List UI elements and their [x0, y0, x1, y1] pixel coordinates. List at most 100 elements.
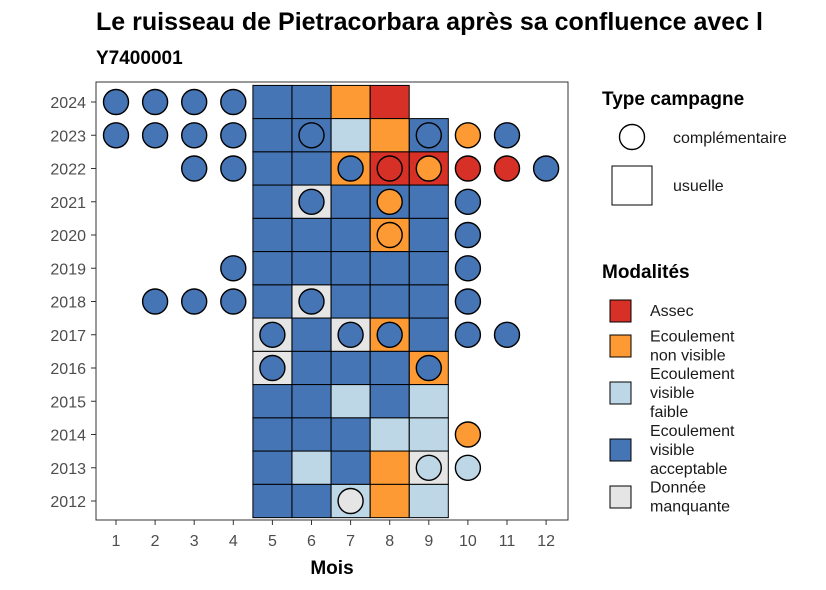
point-2018-4 — [220, 288, 247, 315]
legend-label-ecoulement_visible_acceptable: Ecoulement visible acceptable — [650, 423, 735, 478]
tile-2014-6 — [291, 417, 332, 452]
x-tick-label-1: 1 — [112, 533, 121, 550]
point-2022-3 — [180, 155, 208, 182]
tile-2020-9 — [408, 217, 449, 253]
legend-campaign-type: Type campagne complémentaire usuelle — [602, 89, 787, 206]
point-2022-10 — [454, 155, 482, 182]
point-2023-3 — [180, 122, 208, 149]
tile-2015-5 — [252, 384, 293, 419]
point-2022-8 — [376, 155, 403, 182]
y-tick-label-2021: 2021 — [50, 195, 86, 212]
point-2017-11 — [493, 321, 521, 348]
legend-key-ecoulement_visible_faible — [609, 381, 632, 405]
tile-2020-7 — [330, 217, 371, 253]
legend-circle-key — [618, 123, 646, 151]
x-tick-label-5: 5 — [268, 533, 277, 550]
y-tick-label-2020: 2020 — [50, 228, 86, 245]
point-2020-10 — [454, 221, 482, 249]
tile-2019-7 — [330, 251, 371, 286]
point-2017-5 — [259, 321, 286, 348]
x-axis: 1 2 3 4 5 6 7 8 9 10 11 12 — [112, 520, 555, 550]
tile-2014-7 — [330, 417, 371, 452]
tile-2015-9 — [408, 384, 449, 419]
point-2014-10 — [454, 421, 482, 448]
legend-label-usuelle: usuelle — [673, 178, 724, 195]
point-2018-10 — [454, 288, 482, 315]
y-tick-label-2016: 2016 — [50, 361, 86, 378]
point-2022-12 — [532, 155, 560, 182]
point-2018-3 — [180, 288, 208, 315]
point-2023-10 — [454, 122, 482, 149]
x-tick-label-12: 12 — [537, 533, 555, 550]
point-2024-3 — [180, 88, 208, 116]
point-2023-11 — [493, 122, 521, 149]
point-2017-8 — [376, 321, 403, 348]
x-tick-label-6: 6 — [307, 533, 316, 550]
tile-2021-5 — [252, 184, 293, 219]
tile-2014-5 — [252, 417, 293, 452]
tile-2024-5 — [252, 84, 293, 120]
tile-2015-6 — [291, 384, 332, 419]
tile-2023-8 — [369, 118, 410, 153]
tile-2020-5 — [252, 217, 293, 253]
point-2017-10 — [454, 321, 482, 348]
tile-2012-6 — [291, 483, 332, 519]
point-2020-8 — [376, 221, 403, 249]
tile-2013-5 — [252, 450, 293, 485]
tile-2014-9 — [408, 417, 449, 452]
tile-2022-5 — [252, 151, 293, 186]
legend-label-assec: Assec — [650, 303, 694, 320]
legend-label-complementaire: complémentaire — [673, 130, 787, 147]
tile-2018-5 — [252, 284, 293, 319]
tile-2017-6 — [291, 317, 332, 352]
legend-key-donnee_manquante — [609, 485, 632, 509]
legend-label-donnee_manquante: Donnée manquante — [650, 480, 730, 516]
point-2021-6 — [298, 188, 325, 216]
tile-2019-9 — [408, 251, 449, 286]
y-tick-label-2024: 2024 — [50, 95, 86, 112]
tile-2021-7 — [330, 184, 371, 219]
point-2022-9 — [415, 155, 442, 182]
point-2024-2 — [141, 88, 169, 116]
point-2022-11 — [493, 155, 521, 182]
point-2012-7 — [337, 487, 364, 515]
tile-2019-8 — [369, 251, 410, 286]
x-axis-title: Mois — [310, 558, 353, 579]
y-tick-label-2012: 2012 — [50, 494, 86, 511]
tile-2023-7 — [330, 118, 371, 153]
point-2018-6 — [298, 288, 325, 315]
point-2021-10 — [454, 188, 482, 216]
point-2019-4 — [220, 255, 247, 282]
tile-2018-8 — [369, 284, 410, 319]
point-2023-6 — [298, 122, 325, 149]
tile-2013-7 — [330, 450, 371, 485]
point-2016-5 — [259, 354, 286, 382]
tile-2013-8 — [369, 450, 410, 485]
tile-2018-7 — [330, 284, 371, 319]
point-2023-4 — [220, 122, 247, 149]
tile-2012-9 — [408, 483, 449, 519]
tile-2024-6 — [291, 84, 332, 120]
legend-key-assec — [609, 299, 632, 323]
tile-2017-9 — [408, 317, 449, 352]
point-2023-9 — [415, 122, 442, 149]
y-tick-label-2017: 2017 — [50, 328, 86, 345]
tile-2022-6 — [291, 151, 332, 186]
x-tick-label-8: 8 — [385, 533, 394, 550]
chart-title: Le ruisseau de Pietracorbara après sa co… — [96, 8, 763, 36]
point-2024-1 — [102, 88, 130, 116]
tile-2015-7 — [330, 384, 371, 419]
x-tick-label-7: 7 — [346, 533, 355, 550]
tile-2012-5 — [252, 483, 293, 519]
legend-square-key — [611, 165, 653, 206]
point-2013-10 — [454, 454, 482, 481]
tile-2018-9 — [408, 284, 449, 319]
legend-label-ecoulement_visible_faible: Ecoulement visible faible — [650, 366, 735, 421]
tile-2014-8 — [369, 417, 410, 452]
tile-2019-6 — [291, 251, 332, 286]
y-tick-label-2022: 2022 — [50, 162, 86, 179]
point-2021-8 — [376, 188, 403, 216]
point-2022-7 — [337, 155, 364, 182]
